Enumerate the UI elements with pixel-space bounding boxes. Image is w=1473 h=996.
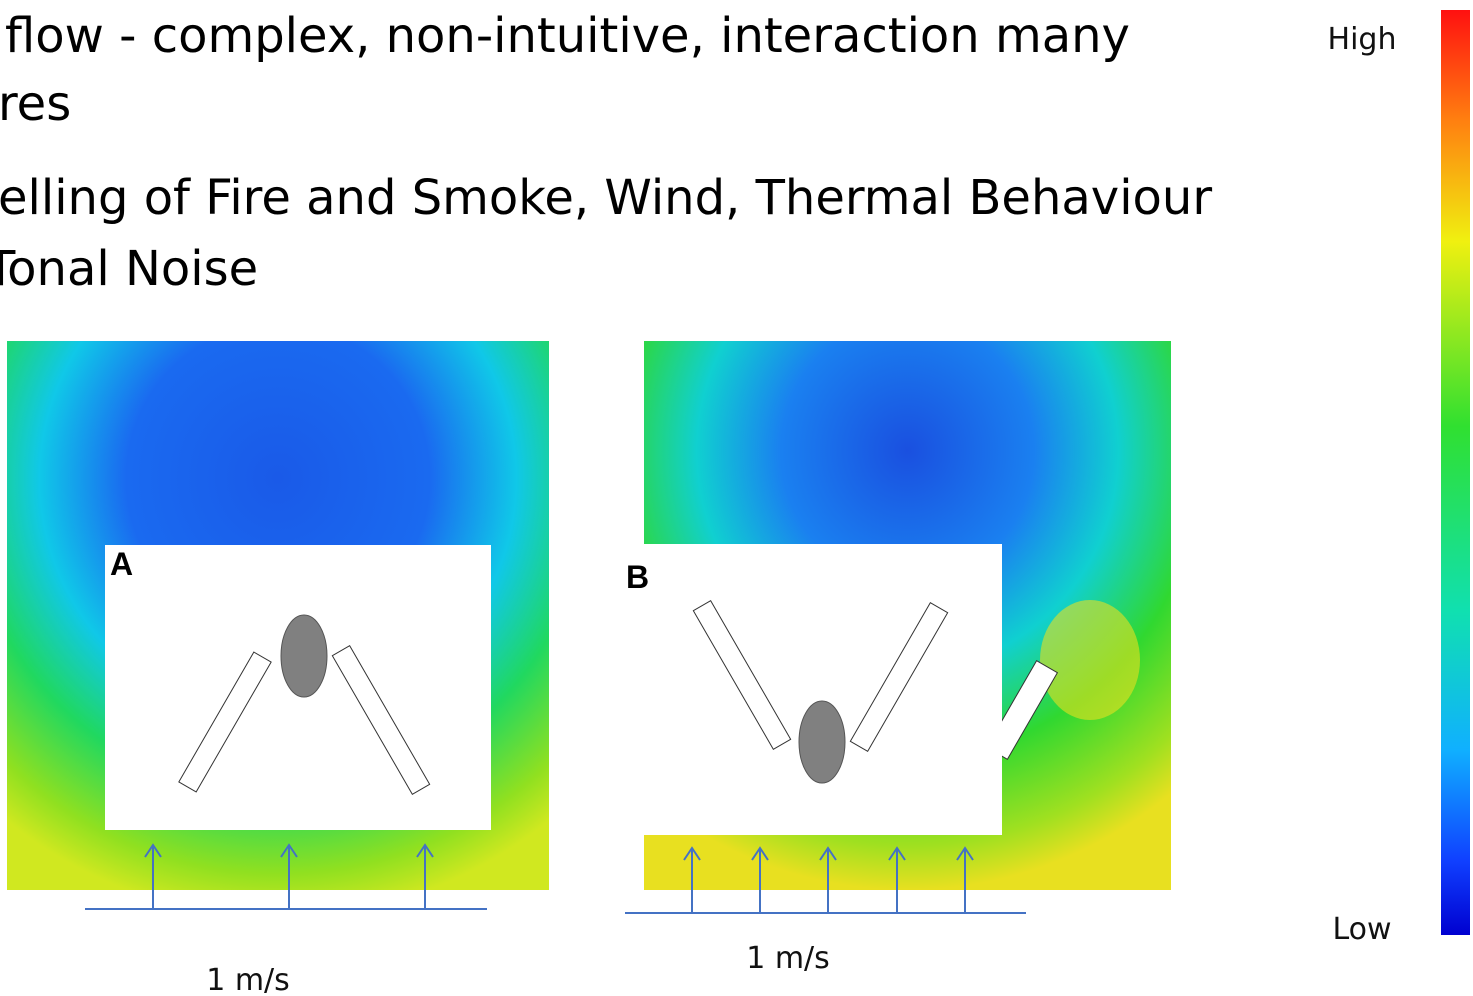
person xyxy=(280,614,328,698)
panel-label: B xyxy=(626,559,649,595)
scale-label: 1 m/s xyxy=(206,963,290,996)
legend-low: Low xyxy=(1332,912,1391,947)
arrows xyxy=(85,843,487,910)
flow-hotspot xyxy=(1040,600,1140,720)
plate xyxy=(178,651,272,793)
color-bar xyxy=(1441,10,1470,935)
bullet-text: elling of Fire and Smoke, Wind, Thermal … xyxy=(0,170,1212,226)
inset xyxy=(605,544,1002,835)
scale-label: 1 m/s xyxy=(746,941,830,976)
arrows xyxy=(625,846,1026,914)
legend-high: High xyxy=(1328,22,1397,57)
panel-label: A xyxy=(110,546,133,582)
plate xyxy=(849,602,949,752)
bullet-text: Tonal Noise xyxy=(0,241,258,297)
bullet-text: flow - complex, non-intuitive, interacti… xyxy=(5,8,1130,64)
plate xyxy=(331,645,431,795)
person xyxy=(798,700,846,784)
plate xyxy=(692,600,792,750)
bullet-text: res xyxy=(0,76,71,132)
